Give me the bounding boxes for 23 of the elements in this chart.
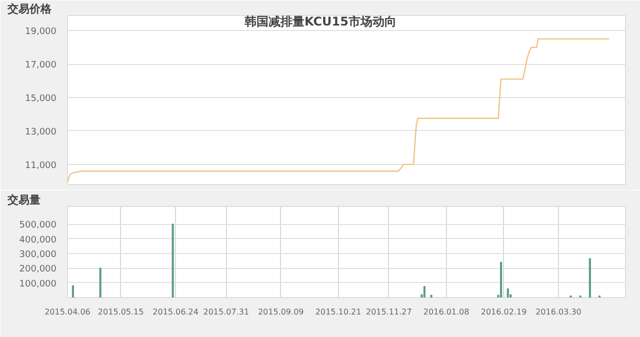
y-tick-label: 15,000 — [25, 94, 57, 104]
line-series — [68, 38, 610, 183]
y-axis-title: 交易量 — [6, 194, 40, 206]
x-tick-label: 2016.01.08 — [423, 308, 470, 316]
y-tick-label: 300,000 — [19, 250, 57, 260]
x-tick-label: 2015.11.27 — [366, 308, 412, 316]
x-tick-label: 2015.04.06 — [44, 308, 90, 316]
y-axis-title: 交易价格 — [6, 2, 52, 16]
x-tick-label: 2015.05.15 — [98, 308, 144, 316]
y-tick-label: 500,000 — [19, 220, 57, 231]
x-tick-label: 2015.06.24 — [152, 308, 198, 316]
y-tick-label: 100,000 — [19, 279, 57, 290]
x-tick-label: 2016.02.19 — [480, 308, 527, 316]
y-tick-label: 200,000 — [19, 264, 57, 275]
y-tick-label: 17,000 — [25, 60, 57, 71]
y-tick-label: 11,000 — [25, 160, 57, 171]
y-tick-label: 13,000 — [25, 127, 57, 138]
x-tick-label: 2015.07.31 — [203, 308, 250, 316]
y-tick-label: 400,000 — [19, 235, 57, 246]
x-tick-label: 2015.10.21 — [315, 308, 362, 316]
x-tick-label: 2015.09.09 — [258, 308, 304, 316]
x-tick-label: 2016.03.30 — [536, 308, 582, 316]
y-tick-label: 19,000 — [25, 27, 57, 38]
